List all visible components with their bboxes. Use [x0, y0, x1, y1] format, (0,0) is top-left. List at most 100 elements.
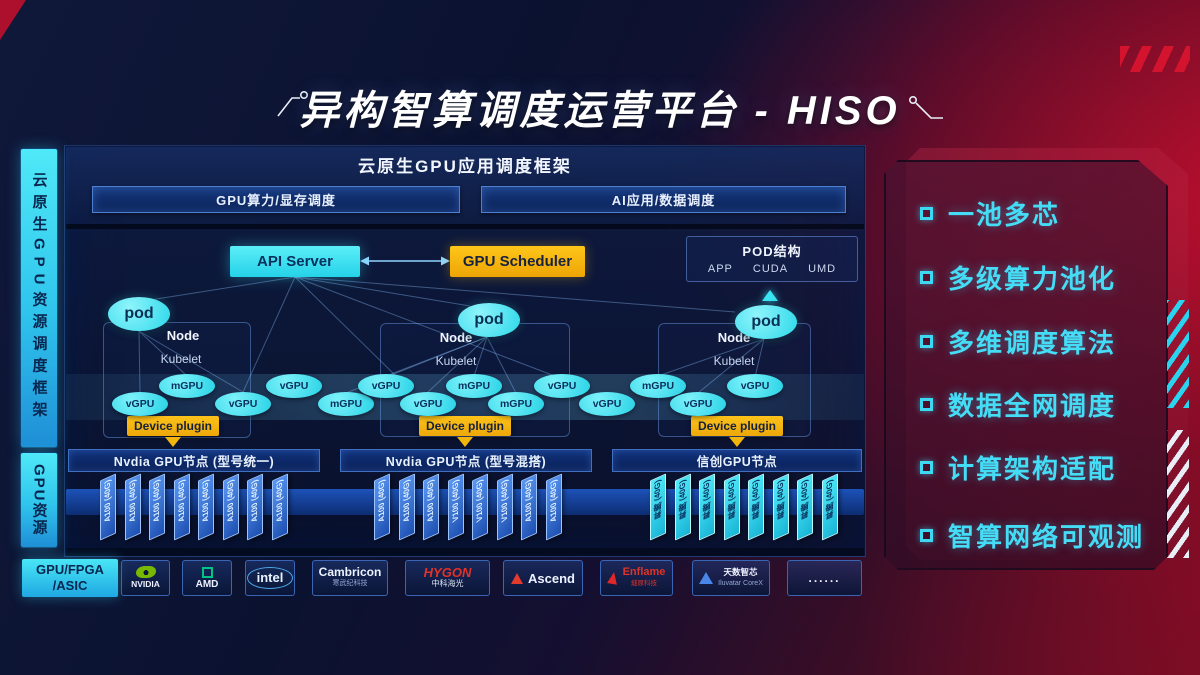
hw-label-line2: /ASIC [52, 578, 88, 593]
gpu-card-label: A100 (40G) [426, 478, 435, 525]
enflame-wordmark: Enflame 燧原科技 [623, 567, 666, 589]
gpu-card-2-5: V100 (40G) [472, 473, 488, 541]
mgpu-ellipse-12: mGPU [630, 374, 686, 398]
vendor-amd: AMD [182, 560, 232, 596]
feature-label: 数据全网调度 [948, 390, 1117, 421]
gpu-card-1-3: A100 (40G) [149, 473, 165, 541]
gpu-card-3-8: 昇腾 (40G) [821, 473, 838, 541]
gpu-card-label: 昇腾 (40G) [702, 478, 711, 521]
gpu-node-bar-2: Nvdia GPU节点 (型号混搭) [340, 449, 592, 472]
feature-bullet-icon [920, 271, 933, 284]
circuit-deco-left-icon [277, 91, 308, 117]
device-plugin-box-3: Device plugin [691, 416, 783, 436]
node-label-3: Node [717, 330, 751, 345]
feature-item-5: 计算架构适配 [920, 450, 1116, 484]
gpu-card-3-3: 昇腾 (40G) [699, 473, 715, 541]
device-plugin-arrow-icon-1 [165, 437, 181, 447]
mgpu-ellipse-9: mGPU [488, 392, 544, 416]
hygon-wordmark: HYGON 中科海光 [423, 565, 472, 589]
gpu-card-3-2: 昇腾 (40G) [674, 473, 691, 541]
intel-logo-icon: intel [246, 567, 294, 589]
kubelet-label-3: Kubelet [713, 354, 755, 368]
gpu-card-label: 昇腾 (40G) [726, 478, 736, 521]
gpu-card-label: V100 (40G) [475, 478, 484, 524]
panel-bottom-divider [66, 548, 864, 556]
amd-wordmark: AMD [196, 579, 219, 590]
cambricon-wordmark: Cambricon 寒武纪科技 [318, 565, 382, 589]
gpu-card-2-4: V100 (40G) [447, 473, 464, 541]
pod-ellipse-1: pod [108, 297, 170, 331]
cambricon-label: Cambricon [318, 565, 382, 579]
red-chevron-decoration [1120, 46, 1190, 72]
iluvatar-sublabel: Iluvatar CoreX [718, 580, 763, 587]
device-plugin-arrow-icon-3 [729, 437, 745, 447]
feature-label: 多维调度算法 [948, 327, 1117, 358]
gpu-card-label: 昇腾 (40G) [775, 478, 785, 521]
gpu-card-1-6: A100 (40G) [222, 473, 239, 541]
feature-bullet-icon [920, 207, 933, 220]
gpu-compute-scheduling-label: GPU算力/显存调度 [216, 193, 336, 208]
gpu-fpga-asic-label: GPU/FPGA /ASIC [22, 559, 118, 597]
gpu-card-3-4: 昇腾 (40G) [723, 473, 740, 541]
gpu-card-label: 昇腾 (40G) [800, 478, 809, 521]
iluvatar-logo-icon [699, 572, 714, 584]
mgpu-ellipse-2: mGPU [159, 374, 215, 398]
feature-label: 一池多芯 [948, 199, 1061, 230]
vgpu-ellipse-10: vGPU [534, 374, 590, 398]
vgpu-ellipse-3: vGPU [215, 392, 271, 416]
more-wordmark: ...... [808, 570, 841, 585]
feature-label: 智算网络可观测 [948, 521, 1145, 552]
gpu-card-1-5: A100 (40G) [198, 473, 214, 541]
iluvatar-label: 天数智芯 [723, 567, 758, 577]
vgpu-ellipse-4: vGPU [266, 374, 322, 398]
pod-up-arrow-icon [762, 290, 778, 301]
feature-bullet-icon [920, 461, 933, 474]
gpu-card-label: 昇腾 (40G) [677, 478, 687, 521]
panel-divider [66, 224, 864, 229]
pod-structure-box: POD结构 APP CUDA UMD [686, 236, 858, 282]
gpu-card-label: A100 (40G) [201, 478, 210, 525]
vgpu-ellipse-11: vGPU [579, 392, 635, 416]
gpu-card-1-2: A100 (40G) [124, 473, 141, 541]
kubelet-label-1: Kubelet [160, 352, 202, 366]
more-label: ...... [808, 570, 841, 585]
pod-structure-items: APP CUDA UMD [687, 263, 857, 275]
enflame-label: Enflame [622, 566, 666, 578]
feature-item-6: 智算网络可观测 [920, 518, 1144, 552]
gpu-card-1-1: A100 (40G) [100, 473, 116, 541]
sidebar-framework-label: 云原生GPU资源调度框架 [20, 148, 58, 448]
feature-label: 多级算力池化 [948, 263, 1117, 294]
amd-label: AMD [195, 578, 219, 590]
gpu-card-label: A100 (40G) [103, 478, 112, 525]
circuit-deco-right-icon [909, 96, 943, 119]
feature-bullet-icon [920, 398, 933, 411]
vendor-intel: intel [245, 560, 295, 596]
gpu-card-3-1: 昇腾 (40G) [650, 473, 666, 541]
gpu-card-label: 昇腾 (40G) [824, 478, 834, 521]
pod-structure-title: POD结构 [742, 244, 802, 259]
gpu-card-2-8: A100 (40G) [545, 473, 562, 541]
nvidia-label: NVIDIA [131, 579, 160, 589]
gpu-card-label: A100 (40G) [548, 478, 558, 525]
gpu-card-1-4: A100 (40G) [173, 473, 190, 541]
gpu-card-label: A100 (40G) [250, 478, 259, 525]
vgpu-ellipse-1: vGPU [112, 392, 168, 416]
gpu-card-label: A100 (40G) [225, 478, 235, 525]
gpu-node-bar-3: 信创GPU节点 [612, 449, 862, 472]
vendor-more: ...... [787, 560, 862, 596]
gpu-card-label: A100 (40G) [274, 478, 284, 525]
gpu-card-label: A100 (40G) [152, 478, 161, 525]
vgpu-ellipse-14: vGPU [727, 374, 783, 398]
gpu-card-1-8: A100 (40G) [271, 473, 288, 541]
gpu-card-2-2: A100 (40G) [398, 473, 415, 541]
ai-data-scheduling-label: AI应用/数据调度 [611, 193, 716, 208]
ascend-label: Ascend [528, 570, 575, 586]
gpu-node-bar-1: Nvdia GPU节点 (型号统一) [68, 449, 320, 472]
hygon-label: HYGON [423, 565, 472, 580]
gpu-card-2-7: A100 (40G) [521, 473, 537, 541]
feature-item-2: 多级算力池化 [920, 260, 1116, 294]
gpu-card-label: A100 (40G) [176, 478, 186, 525]
feature-item-1: 一池多芯 [920, 196, 1060, 230]
vendor-cambricon: Cambricon 寒武纪科技 [312, 560, 388, 596]
